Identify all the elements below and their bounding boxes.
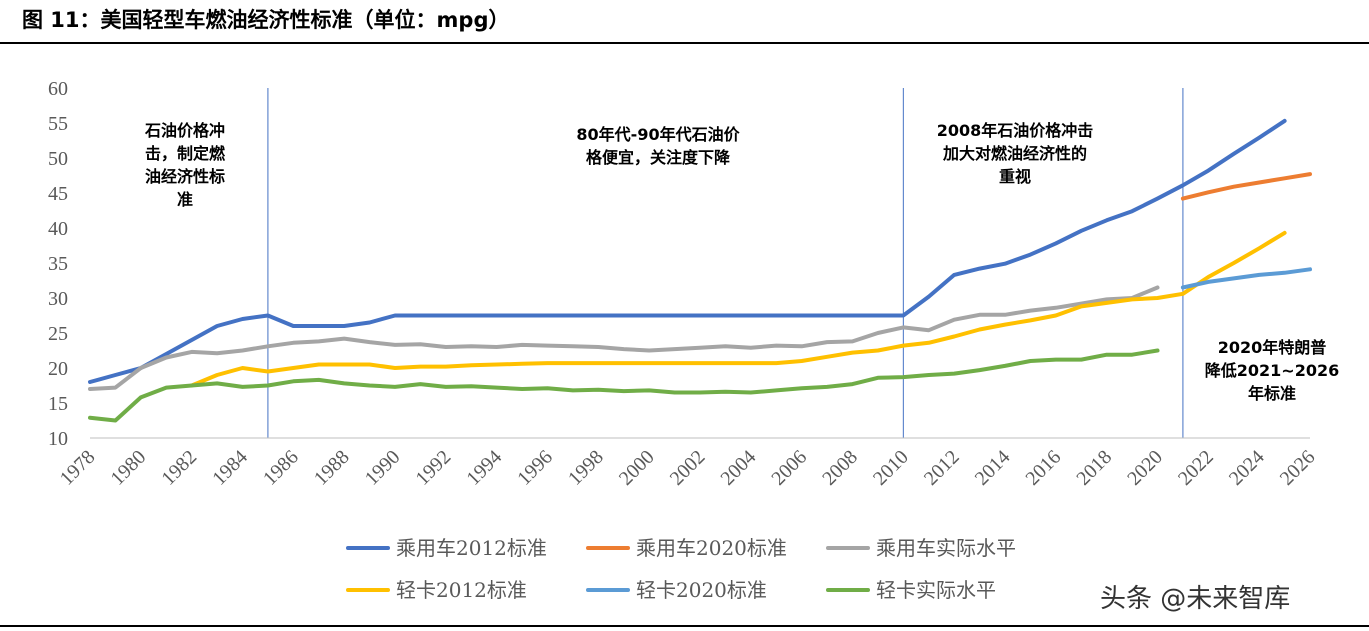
annotation-line: 80年代-90年代石油价 [576, 125, 740, 144]
y-tick-label: 60 [48, 78, 68, 100]
annotation-line: 击，制定燃 [145, 144, 226, 163]
x-tick-label: 2024 [1225, 446, 1269, 490]
series-line [88, 285, 1160, 391]
x-tick-label: 1986 [259, 446, 303, 490]
x-tick-label: 2016 [1022, 446, 1066, 490]
x-tick-label: 1994 [462, 446, 506, 490]
legend-label: 乘用车2020标准 [636, 536, 787, 560]
y-tick-label: 35 [48, 253, 68, 275]
series-line [88, 348, 1160, 423]
y-tick-label: 40 [48, 218, 68, 240]
x-tick-label: 2008 [818, 446, 862, 490]
x-tick-label: 2012 [920, 446, 964, 490]
x-tick-label: 1980 [107, 446, 151, 490]
annotation-line: 格便宜，关注度下降 [586, 148, 731, 167]
series-line [1180, 172, 1312, 201]
legend-label: 轻卡2012标准 [396, 578, 527, 602]
x-tick-label: 1992 [412, 446, 456, 490]
x-tick-label: 2006 [767, 446, 811, 490]
legend-label: 轻卡实际水平 [876, 578, 996, 602]
x-tick-label: 1996 [513, 446, 557, 490]
annotation-line: 2020年特朗普 [1218, 338, 1327, 357]
y-tick-label: 15 [48, 393, 68, 415]
series-line [1180, 267, 1312, 290]
x-tick-label: 2026 [1276, 446, 1320, 490]
y-tick-label: 25 [48, 323, 68, 345]
annotation-line: 加大对燃油经济性的 [942, 144, 1087, 163]
x-tick-label: 1978 [56, 446, 100, 490]
x-tick-label: 2004 [717, 446, 761, 490]
legend-label: 乘用车实际水平 [876, 536, 1016, 560]
y-tick-label: 55 [48, 113, 68, 135]
annotation-line: 2008年石油价格冲击 [937, 121, 1094, 140]
x-tick-label: 2018 [1072, 446, 1116, 490]
x-tick-label: 1998 [564, 446, 608, 490]
bottom-rule [0, 625, 1369, 627]
series-lines [88, 118, 1312, 423]
y-tick-label: 20 [48, 358, 68, 380]
x-tick-label: 2022 [1174, 446, 1218, 490]
annotation-line: 重视 [999, 167, 1031, 186]
annotation-line: 准 [177, 190, 193, 209]
x-tick-label: 1982 [157, 446, 201, 490]
annotation-line: 油经济性标 [145, 167, 225, 186]
x-tick-label: 1990 [361, 446, 405, 490]
x-tick-label: 2014 [971, 446, 1015, 490]
watermark: 头条 @未来智库 [1100, 584, 1291, 614]
annotation-line: 石油价格冲 [144, 121, 225, 140]
annotation-line: 降低2021~2026 [1205, 361, 1339, 380]
y-tick-label: 30 [48, 288, 68, 310]
era-dividers [267, 88, 1184, 438]
series-line [88, 118, 1287, 384]
series-line [189, 230, 1287, 388]
x-tick-label: 2020 [1123, 446, 1167, 490]
x-tick-label: 2000 [615, 446, 659, 490]
x-axis: 1978 1980 1982 1984 1986 1988 1990 1992 1994 1996… [56, 437, 1320, 490]
annotation-line: 年标准 [1248, 384, 1296, 403]
x-tick-label: 1988 [310, 446, 354, 490]
y-tick-label: 10 [48, 428, 68, 450]
y-axis-ticks: 10 15 20 25 30 35 40 45 50 55 60 [48, 78, 68, 450]
x-tick-label: 1984 [208, 446, 252, 490]
legend-label: 乘用车2012标准 [396, 536, 547, 560]
figure-title: 图 11：美国轻型车燃油经济性标准（单位：mpg） [22, 8, 510, 32]
top-rule [0, 42, 1369, 44]
y-tick-label: 45 [48, 183, 68, 205]
x-tick-label: 2010 [869, 446, 913, 490]
x-tick-label: 2002 [666, 446, 710, 490]
y-tick-label: 50 [48, 148, 68, 170]
legend-label: 轻卡2020标准 [636, 578, 767, 602]
